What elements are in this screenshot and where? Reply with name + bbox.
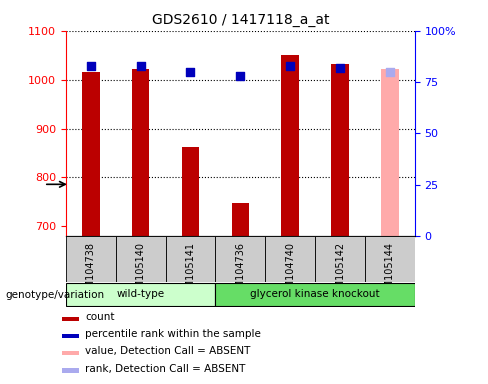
Bar — [182, 147, 199, 236]
Bar — [265, 236, 315, 282]
Point — [336, 65, 344, 71]
Point — [386, 69, 394, 75]
Bar — [66, 283, 215, 306]
Text: GSM105141: GSM105141 — [185, 242, 196, 301]
Text: wild-type: wild-type — [117, 289, 165, 299]
Bar — [116, 236, 165, 282]
Text: GSM104738: GSM104738 — [86, 242, 96, 301]
Text: value, Detection Call = ABSENT: value, Detection Call = ABSENT — [85, 346, 251, 356]
Text: count: count — [85, 312, 115, 322]
Point — [137, 63, 144, 69]
Bar — [61, 334, 79, 338]
Bar — [82, 72, 100, 236]
Bar — [282, 55, 299, 236]
Text: percentile rank within the sample: percentile rank within the sample — [85, 329, 261, 339]
Bar — [66, 236, 116, 282]
Bar — [232, 203, 249, 236]
Text: GSM104740: GSM104740 — [285, 242, 295, 301]
Text: GSM104736: GSM104736 — [235, 242, 245, 301]
Text: rank, Detection Call = ABSENT: rank, Detection Call = ABSENT — [85, 364, 245, 374]
Bar — [215, 236, 265, 282]
Bar — [315, 236, 365, 282]
Bar — [215, 283, 415, 306]
Bar — [365, 236, 415, 282]
Bar — [331, 64, 349, 236]
Point — [286, 63, 294, 69]
Text: glycerol kinase knockout: glycerol kinase knockout — [250, 289, 380, 299]
Point — [186, 69, 194, 75]
Bar — [61, 351, 79, 355]
Text: GSM105144: GSM105144 — [385, 242, 395, 301]
Point — [237, 73, 244, 79]
Text: GSM105142: GSM105142 — [335, 242, 345, 301]
Title: GDS2610 / 1417118_a_at: GDS2610 / 1417118_a_at — [152, 13, 329, 27]
Point — [87, 63, 95, 69]
Bar — [381, 69, 399, 236]
Bar — [165, 236, 215, 282]
Text: genotype/variation: genotype/variation — [5, 290, 104, 300]
Bar — [132, 69, 149, 236]
Text: GSM105140: GSM105140 — [136, 242, 145, 301]
Bar — [61, 368, 79, 372]
Bar — [61, 316, 79, 321]
